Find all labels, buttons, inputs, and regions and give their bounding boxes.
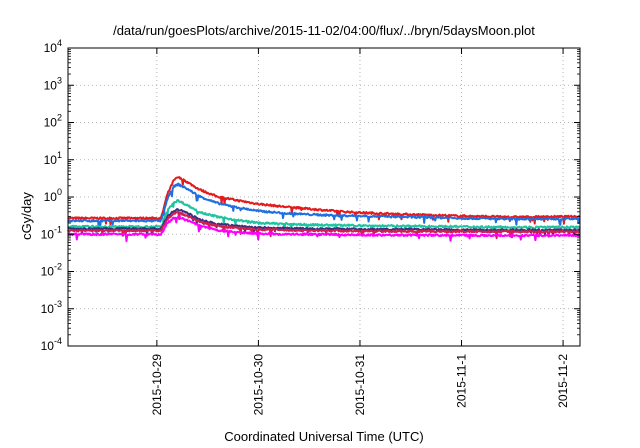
y-tick-label: 10-2 (41, 262, 62, 279)
y-tick-exponent: 2 (57, 113, 62, 123)
x-axis-label: Coordinated Universal Time (UTC) (224, 429, 423, 444)
series-line-2 (67, 182, 581, 228)
y-tick-label: 10-1 (41, 224, 62, 241)
y-tick-label: 10-4 (41, 336, 62, 353)
x-tick-label: 2015-10-29 (150, 354, 164, 416)
y-tick-base: 10 (41, 265, 55, 279)
x-tick-label: 2015-11-2 (556, 354, 570, 408)
grid (68, 48, 580, 346)
x-tick-label: 2015-10-31 (353, 354, 367, 416)
y-tick-label: 100 (44, 187, 62, 204)
axis-ticks: 10-410-310-210-11001011021031042015-10-2… (41, 38, 580, 415)
y-tick-label: 102 (44, 113, 62, 130)
y-tick-base: 10 (41, 339, 55, 353)
x-tick-label: 2015-11-1 (455, 354, 469, 408)
y-tick-base: 10 (44, 116, 58, 130)
y-tick-base: 10 (44, 153, 58, 167)
chart-title: /data/run/goesPlots/archive/2015-11-02/0… (113, 23, 535, 38)
series-line-1 (67, 176, 581, 226)
y-tick-label: 103 (44, 75, 62, 92)
y-tick-exponent: -1 (54, 224, 62, 234)
y-tick-exponent: -3 (54, 299, 62, 309)
y-tick-base: 10 (41, 227, 55, 241)
y-tick-label: 101 (44, 150, 62, 167)
y-tick-exponent: -2 (54, 262, 62, 272)
y-tick-exponent: 3 (57, 75, 62, 85)
y-tick-base: 10 (44, 78, 58, 92)
y-tick-exponent: 4 (57, 38, 62, 48)
series-line-6 (67, 215, 581, 243)
y-tick-base: 10 (44, 41, 58, 55)
y-tick-base: 10 (44, 190, 58, 204)
y-tick-exponent: -4 (54, 336, 62, 346)
y-tick-exponent: 0 (57, 187, 62, 197)
y-axis-label: cGy/day (19, 192, 34, 240)
x-tick-label: 2015-10-30 (251, 354, 265, 416)
y-tick-base: 10 (41, 302, 55, 316)
y-tick-label: 104 (44, 38, 62, 55)
y-tick-label: 10-3 (41, 299, 62, 316)
y-tick-exponent: 1 (57, 150, 62, 160)
series-line-5 (67, 210, 581, 240)
data-series (67, 176, 581, 243)
